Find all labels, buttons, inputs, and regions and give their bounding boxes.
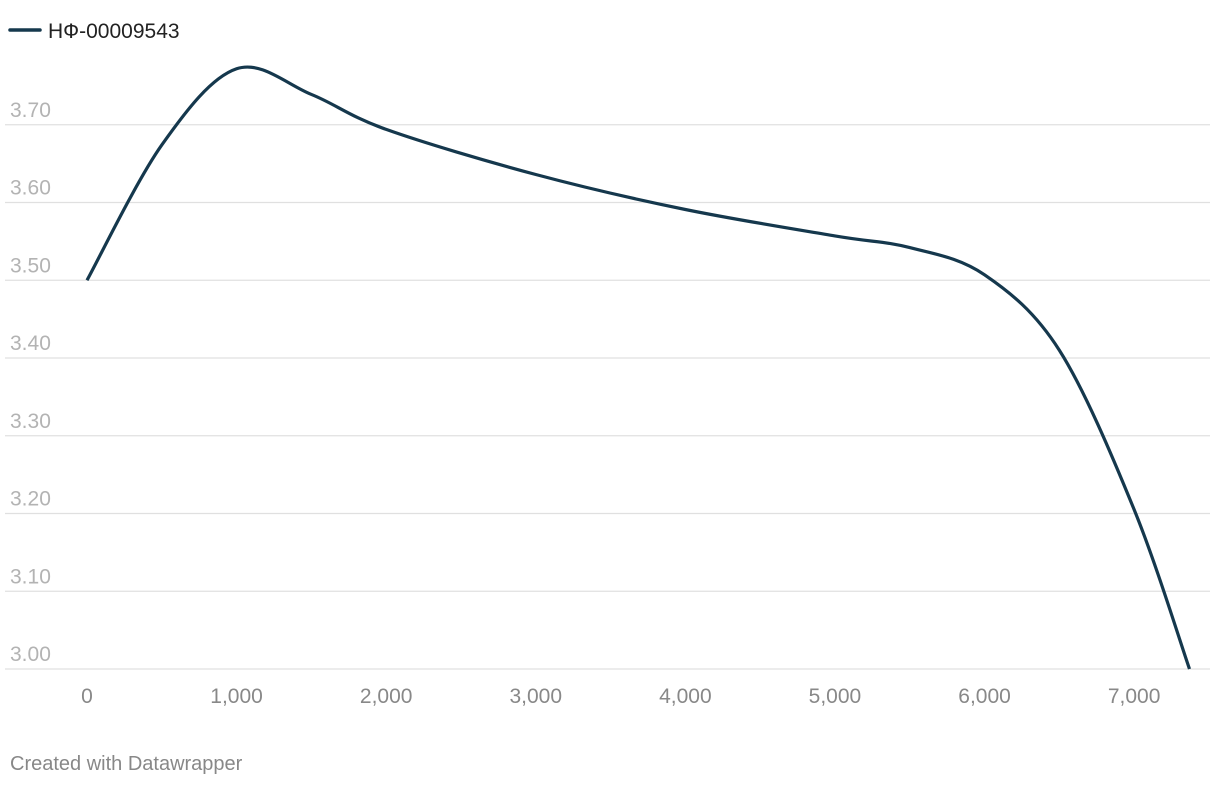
y-tick-label: 3.00 xyxy=(10,643,51,666)
x-tick-label: 5,000 xyxy=(809,685,862,708)
x-tick-label: 7,000 xyxy=(1108,685,1161,708)
y-tick-label: 3.20 xyxy=(10,488,51,511)
line-series xyxy=(85,65,1192,670)
y-tick-label: 3.50 xyxy=(10,254,51,277)
y-tick-label: 3.40 xyxy=(10,332,51,355)
y-tick-label: 3.30 xyxy=(10,410,51,433)
x-tick-label: 3,000 xyxy=(509,685,562,708)
footer: Created with Datawrapper xyxy=(10,753,243,775)
x-tick-label: 4,000 xyxy=(659,685,712,708)
y-tick-label: 3.10 xyxy=(10,565,51,588)
x-tick-label: 1,000 xyxy=(210,685,263,708)
x-tick-label: 0 xyxy=(81,685,93,708)
y-tick-label: 3.60 xyxy=(10,177,51,200)
x-tick-label: 6,000 xyxy=(958,685,1011,708)
x-tick-label: 2,000 xyxy=(360,685,413,708)
y-tick-label: 3.70 xyxy=(10,99,51,122)
legend-label: НФ-00009543 xyxy=(48,20,180,43)
